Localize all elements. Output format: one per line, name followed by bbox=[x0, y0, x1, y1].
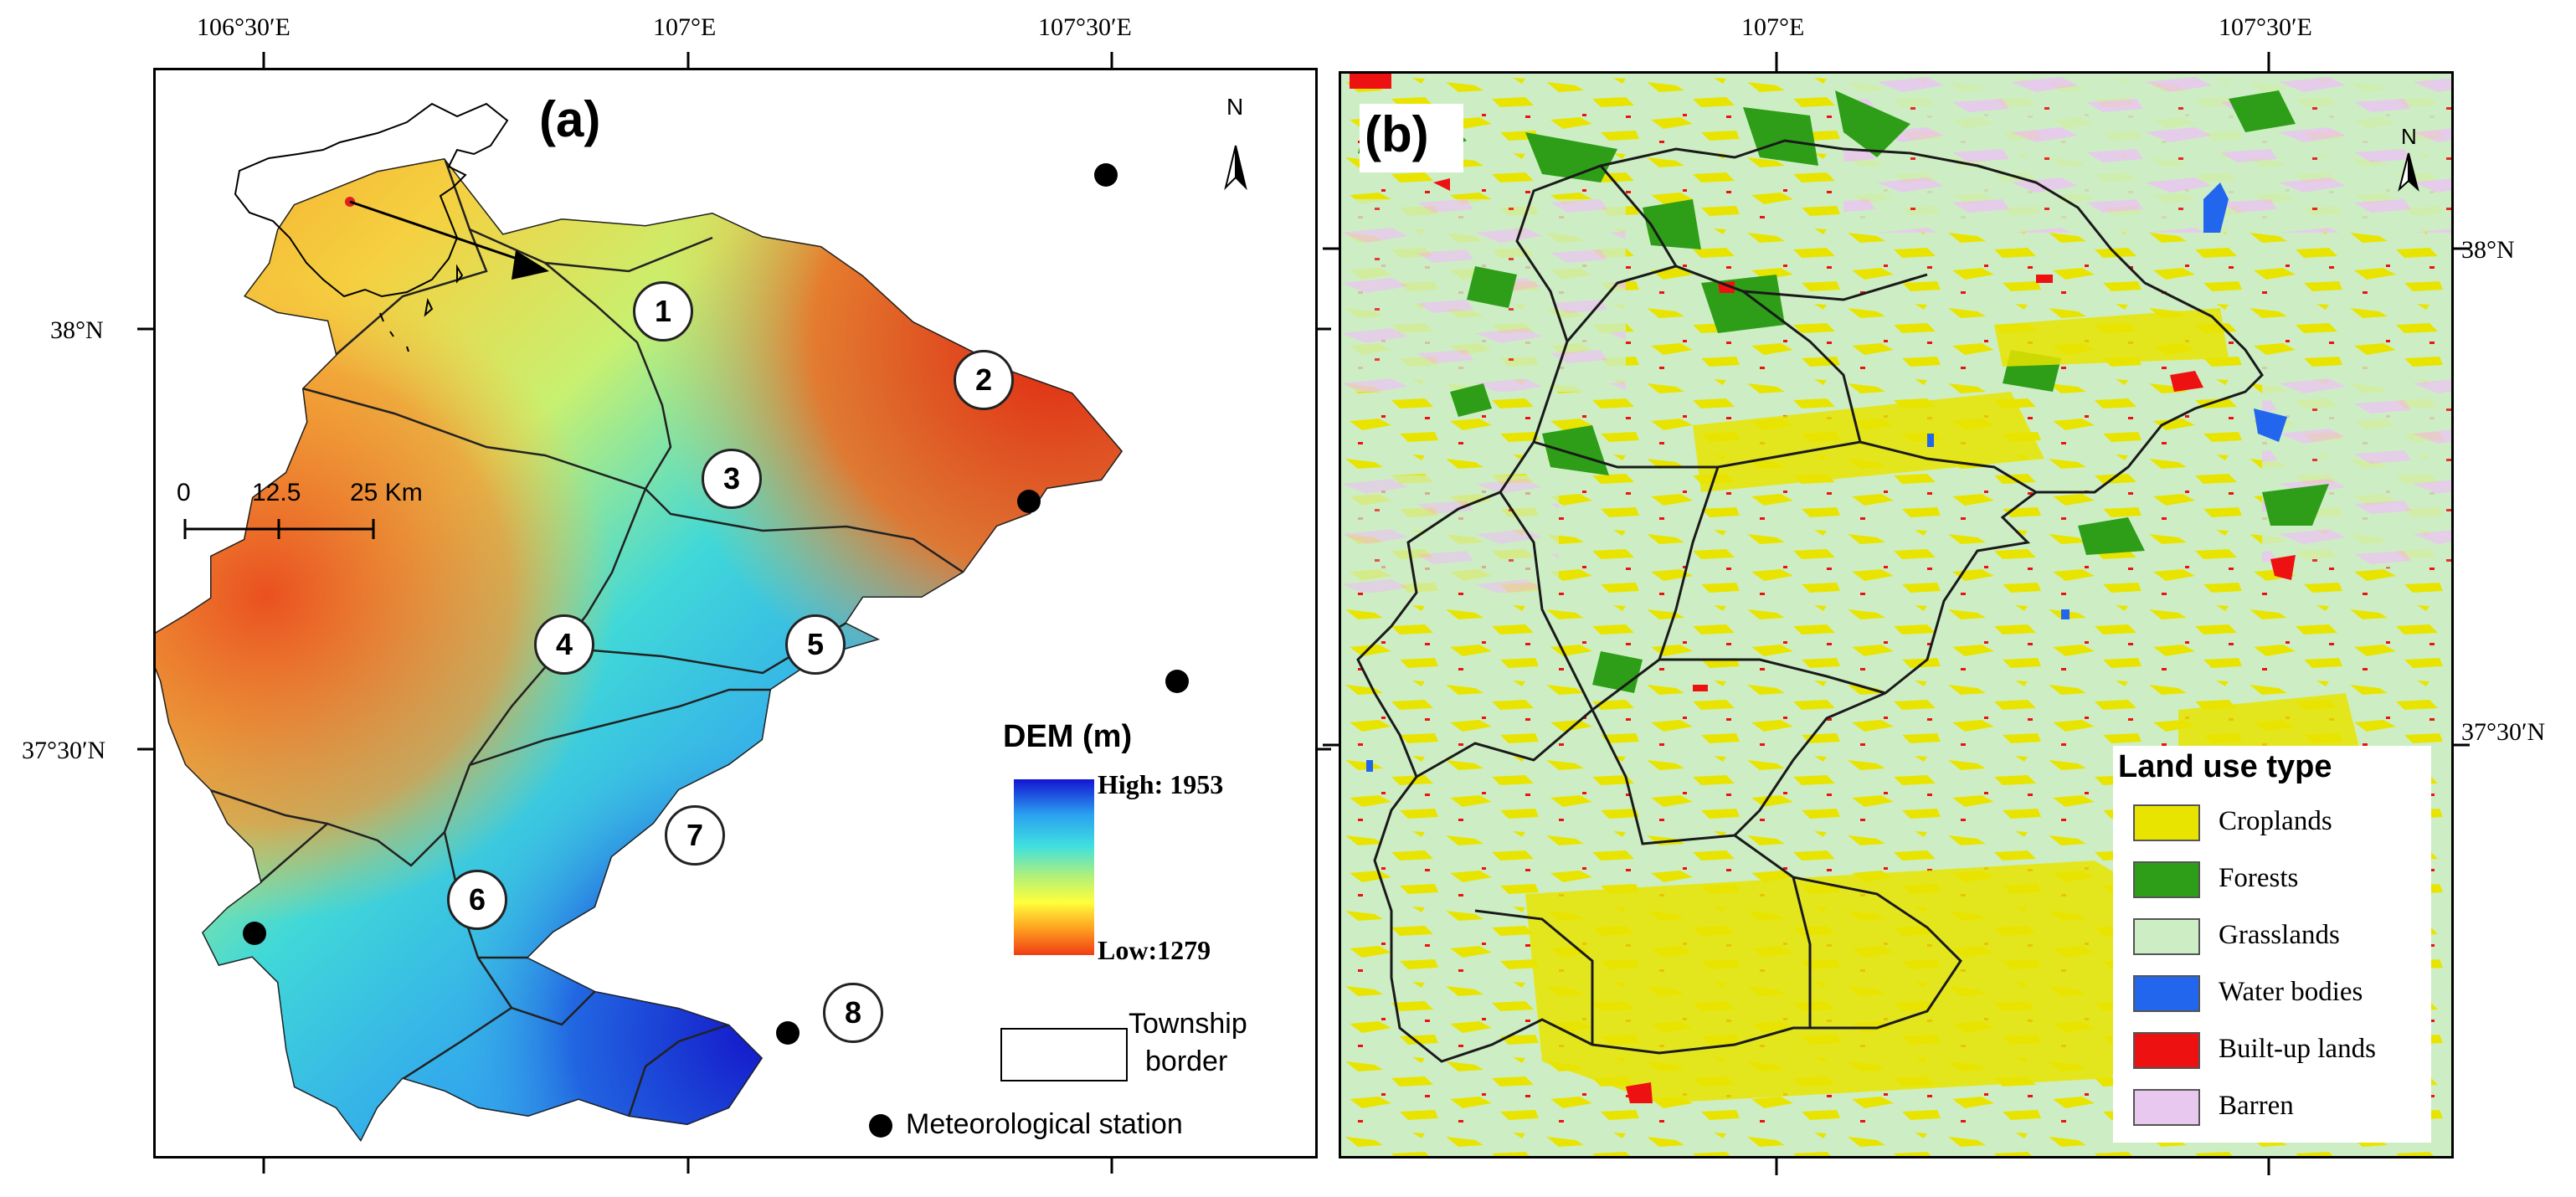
grasslands-swatch bbox=[2133, 918, 2200, 955]
township-legend-line2: border bbox=[1145, 1045, 1228, 1077]
grasslands-label: Grasslands bbox=[2219, 920, 2340, 950]
croplands-swatch bbox=[2133, 804, 2200, 841]
panel-b-landuse-map: (b) N Land use type Croplands Forests Gr… bbox=[1339, 71, 2454, 1158]
zone-label-5: 5 bbox=[785, 614, 846, 675]
township-legend-line1: Township bbox=[1129, 1008, 1247, 1040]
scale-bar bbox=[183, 519, 375, 539]
legend-item-forests: Forests bbox=[2113, 853, 2431, 905]
panel-a-dem-map: (a) N 0 12.5 25 Km 1 2 3 4 5 6 7 8 DEM (… bbox=[153, 68, 1318, 1158]
legend-item-barren: Barren bbox=[2113, 1081, 2431, 1133]
north-label-b: N bbox=[2401, 124, 2417, 149]
legend-item-croplands: Croplands bbox=[2113, 796, 2431, 848]
barren-label: Barren bbox=[2219, 1091, 2294, 1121]
landuse-legend-title: Land use type bbox=[2118, 749, 2332, 784]
landuse-map-canvas bbox=[1341, 74, 2451, 1156]
scale-label-12-5: 12.5 bbox=[252, 479, 301, 506]
inset-arrow-head bbox=[512, 250, 549, 280]
barren-swatch bbox=[2133, 1089, 2200, 1126]
panel-b-title-bg bbox=[1360, 104, 1463, 172]
station-legend-label: Meteorological station bbox=[906, 1108, 1183, 1140]
panel-b-title: (b) bbox=[1365, 106, 1429, 162]
tick-lat-37-30: 37°30′N bbox=[22, 737, 106, 764]
zone-label-4: 4 bbox=[534, 614, 594, 675]
tick-lon-106-30: 106°30′E bbox=[197, 13, 291, 41]
station-legend-dot bbox=[869, 1114, 892, 1138]
tick-lon-107-b: 107°E bbox=[1741, 13, 1805, 41]
station-markers bbox=[243, 163, 1189, 1045]
legend-item-grasslands: Grasslands bbox=[2113, 910, 2431, 962]
tick-lon-107-30: 107°30′E bbox=[1038, 13, 1132, 41]
landuse-legend: Land use type Croplands Forests Grasslan… bbox=[2113, 746, 2431, 1143]
dem-legend-low: Low:1279 bbox=[1098, 935, 1211, 965]
township-border-swatch bbox=[1000, 1028, 1128, 1081]
tick-lat-37-30-b: 37°30′N bbox=[2461, 718, 2546, 746]
zone-label-1: 1 bbox=[633, 281, 693, 342]
zone-label-8: 8 bbox=[823, 983, 883, 1043]
tick-lon-107: 107°E bbox=[653, 13, 717, 41]
panel-a-title: (a) bbox=[539, 91, 601, 147]
built-up-lands-swatch bbox=[2133, 1032, 2200, 1069]
zone-label-6: 6 bbox=[447, 870, 507, 930]
zone-label-3: 3 bbox=[702, 449, 762, 509]
tick-lat-38-b: 38°N bbox=[2461, 236, 2515, 264]
zone-label-2: 2 bbox=[954, 350, 1014, 410]
legend-item-built-up-lands: Built-up lands bbox=[2113, 1024, 2431, 1076]
dem-legend-high: High: 1953 bbox=[1098, 769, 1224, 799]
forests-swatch bbox=[2133, 861, 2200, 898]
north-arrow-a bbox=[1224, 145, 1247, 191]
north-label-a: N bbox=[1226, 94, 1244, 120]
water-bodies-swatch bbox=[2133, 975, 2200, 1012]
tick-lon-107-30-b: 107°30′E bbox=[2219, 13, 2312, 41]
north-arrow-b bbox=[2398, 152, 2419, 192]
tick-lat-38: 38°N bbox=[50, 316, 104, 344]
croplands-label: Croplands bbox=[2219, 806, 2332, 836]
dem-legend-colorbar bbox=[1014, 779, 1094, 955]
zone-label-7: 7 bbox=[665, 805, 725, 866]
dem-legend-title: DEM (m) bbox=[1003, 719, 1133, 754]
scale-label-0: 0 bbox=[177, 479, 191, 506]
dem-map-canvas bbox=[156, 102, 1247, 1142]
water-bodies-label: Water bodies bbox=[2219, 977, 2363, 1007]
legend-item-water-bodies: Water bodies bbox=[2113, 967, 2431, 1019]
inset-arrow-line bbox=[349, 200, 537, 267]
forests-label: Forests bbox=[2219, 863, 2299, 893]
built-up-lands-label: Built-up lands bbox=[2219, 1034, 2376, 1064]
scale-label-25km: 25 Km bbox=[350, 479, 423, 506]
